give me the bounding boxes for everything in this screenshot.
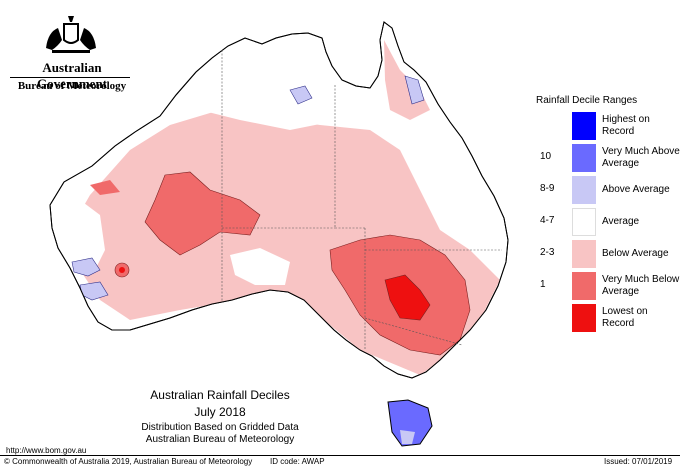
legend-decile: 2-3	[540, 247, 555, 258]
legend-item: 10 Very Much Above Average	[540, 144, 680, 172]
legend-item: Lowest on Record	[540, 304, 680, 332]
header-divider	[10, 77, 130, 78]
above-average-north-region	[289, 85, 313, 105]
legend-swatch	[572, 176, 596, 204]
state-borders	[221, 50, 502, 350]
tasmania	[387, 399, 433, 447]
issued-date: Issued: 07/01/2019	[604, 457, 673, 466]
average-west-region	[55, 200, 105, 270]
legend-swatch	[572, 272, 596, 300]
id-code: ID code: AWAP	[270, 457, 325, 466]
legend-label: Average	[602, 216, 640, 227]
above-average-west-region	[71, 257, 101, 277]
legend-title: Rainfall Decile Ranges	[536, 95, 638, 106]
map-source: Australian Bureau of Meteorology	[145, 434, 295, 445]
lowest-on-record-region	[384, 274, 431, 321]
legend-swatch	[572, 144, 596, 172]
map-period: July 2018	[194, 405, 246, 419]
average-north-region	[200, 45, 360, 130]
legend-label: Below Average	[602, 248, 669, 259]
government-title: Australian Government	[36, 60, 108, 91]
website-link[interactable]: http://www.bom.gov.au	[6, 446, 87, 455]
coat-of-arms-icon	[46, 16, 96, 53]
bureau-title: Bureau of Meteorology	[17, 80, 127, 92]
map-title: Australian Rainfall Deciles	[150, 388, 290, 402]
legend-swatch	[572, 304, 596, 332]
legend-label: Very Much Below Average	[602, 274, 680, 297]
above-average-northeast-region	[404, 75, 425, 105]
legend-label: Lowest on Record	[602, 306, 648, 329]
legend-decile: 8-9	[540, 183, 555, 194]
very-much-below-average-west-region	[144, 171, 261, 256]
legend-item: 2-3 Below Average	[540, 240, 680, 268]
copyright-text: © Commonwealth of Australia 2019, Austra…	[4, 457, 253, 466]
average-east-region	[420, 150, 480, 240]
legend-label: Highest on Record	[602, 114, 650, 137]
mainland-coastline	[49, 21, 509, 379]
legend-swatch	[572, 240, 596, 268]
map-basis: Distribution Based on Gridded Data	[141, 422, 299, 433]
footer-divider	[0, 455, 680, 456]
legend-decile: 1	[540, 279, 546, 290]
legend-item: 4-7 Average	[540, 208, 680, 236]
legend-item: 1 Very Much Below Average	[540, 272, 680, 300]
legend-label: Very Much Above Average	[602, 146, 680, 169]
legend-swatch	[572, 112, 596, 140]
legend-item: Highest on Record	[540, 112, 680, 140]
legend-decile: 4-7	[540, 215, 555, 226]
tasmania-above-average-area	[400, 430, 415, 444]
lowest-on-record-spot	[119, 267, 125, 273]
legend-item: 8-9 Above Average	[540, 176, 680, 204]
nsw-vic-border	[364, 317, 463, 346]
legend-label: Above Average	[602, 184, 670, 195]
very-much-below-average-north-region	[90, 180, 120, 195]
legend-swatch	[572, 208, 596, 236]
legend-decile: 10	[540, 151, 552, 162]
average-inland-region	[230, 248, 290, 285]
